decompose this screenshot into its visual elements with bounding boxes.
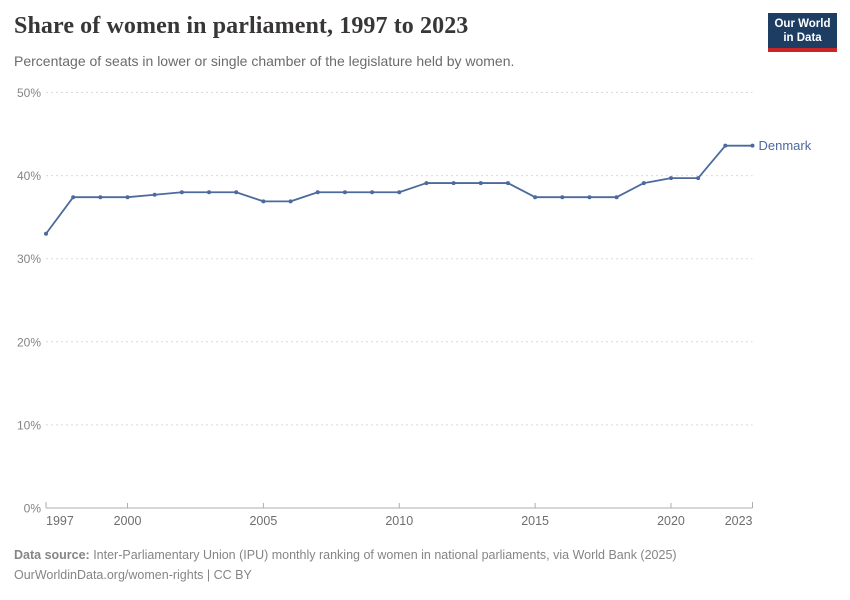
data-source-label: Data source: — [14, 548, 90, 562]
owid-logo-line1: Our World — [774, 18, 831, 30]
data-point[interactable] — [668, 176, 673, 181]
data-point[interactable] — [207, 190, 212, 195]
owid-logo-line2: in Data — [783, 32, 822, 44]
data-point[interactable] — [478, 181, 483, 186]
y-axis-tick-label: 40% — [17, 169, 41, 183]
x-axis-tick-label: 2020 — [657, 514, 685, 528]
y-axis-tick-label: 0% — [24, 502, 42, 516]
data-point[interactable] — [451, 181, 456, 186]
x-axis-tick-label: 2015 — [521, 514, 549, 528]
data-point[interactable] — [71, 195, 76, 200]
y-axis-tick-label: 50% — [17, 86, 41, 100]
chart-subtitle: Percentage of seats in lower or single c… — [14, 53, 515, 69]
data-point[interactable] — [342, 190, 347, 195]
data-point[interactable] — [696, 176, 701, 181]
x-axis-tick-label: 2023 — [725, 514, 753, 528]
owid-logo[interactable]: Our World in Data — [768, 13, 837, 52]
data-point[interactable] — [98, 195, 103, 200]
data-point[interactable] — [152, 192, 157, 197]
y-axis-tick-label: 20% — [17, 335, 41, 349]
data-point[interactable] — [125, 195, 130, 200]
data-source-line: Data source: Inter-Parliamentary Union (… — [14, 546, 677, 566]
data-point[interactable] — [179, 190, 184, 195]
data-point[interactable] — [614, 195, 619, 200]
data-point[interactable] — [261, 199, 266, 204]
data-point[interactable] — [370, 190, 375, 195]
y-axis-tick-label: 10% — [17, 418, 41, 432]
data-point[interactable] — [533, 195, 538, 200]
data-source-text: Inter-Parliamentary Union (IPU) monthly … — [89, 548, 677, 562]
data-point[interactable] — [424, 181, 429, 186]
footer-link[interactable]: OurWorldinData.org/women-rights | CC BY — [14, 567, 252, 582]
data-point[interactable] — [234, 190, 239, 195]
data-point[interactable] — [397, 190, 402, 195]
series-label-denmark[interactable]: Denmark — [759, 138, 812, 153]
data-point[interactable] — [723, 143, 728, 148]
data-point[interactable] — [505, 181, 510, 186]
data-point[interactable] — [315, 190, 320, 195]
chart-title: Share of women in parliament, 1997 to 20… — [14, 13, 469, 39]
chart-footer: Data source: Inter-Parliamentary Union (… — [14, 546, 677, 585]
x-axis-tick-label: 2000 — [114, 514, 142, 528]
x-axis-tick-label: 2005 — [249, 514, 277, 528]
data-point[interactable] — [587, 195, 592, 200]
data-point[interactable] — [560, 195, 565, 200]
data-point[interactable] — [288, 199, 293, 204]
x-axis-tick-label: 1997 — [46, 514, 74, 528]
data-point[interactable] — [750, 143, 755, 148]
y-axis-tick-label: 30% — [17, 252, 41, 266]
data-point[interactable] — [641, 181, 646, 186]
data-point[interactable] — [44, 231, 48, 236]
series-line-denmark[interactable] — [45, 144, 754, 235]
x-axis-tick-label: 2010 — [385, 514, 413, 528]
